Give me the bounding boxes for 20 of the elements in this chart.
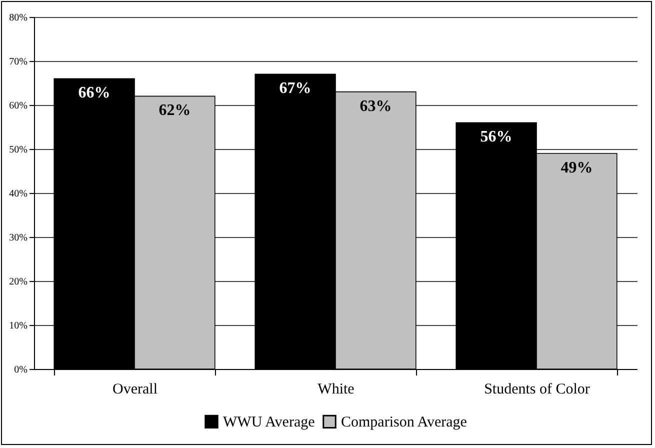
y-tick-label: 60% [9,100,28,112]
y-tick-label: 50% [9,144,28,156]
y-tick-label: 0% [14,364,28,376]
x-tick-label: Overall [112,382,158,398]
y-tick-label: 20% [9,276,28,288]
legend-label: WWU Average [223,414,316,431]
legend-label: Comparison Average [341,414,468,431]
y-tick-label: 40% [9,188,28,200]
y-tick-label: 10% [9,320,28,332]
data-label: 56% [480,128,512,146]
data-label: 49% [560,159,593,176]
data-label: 67% [279,80,312,98]
y-tick-label: 70% [9,56,28,68]
x-tick-label: White [318,382,355,398]
data-label: 62% [158,102,191,120]
y-tick-label: 30% [9,232,28,244]
x-tick-label: Students of Color [484,382,590,398]
y-tick-label: 80% [9,12,28,24]
data-label: 63% [360,98,392,115]
data-label: 66% [78,84,110,102]
